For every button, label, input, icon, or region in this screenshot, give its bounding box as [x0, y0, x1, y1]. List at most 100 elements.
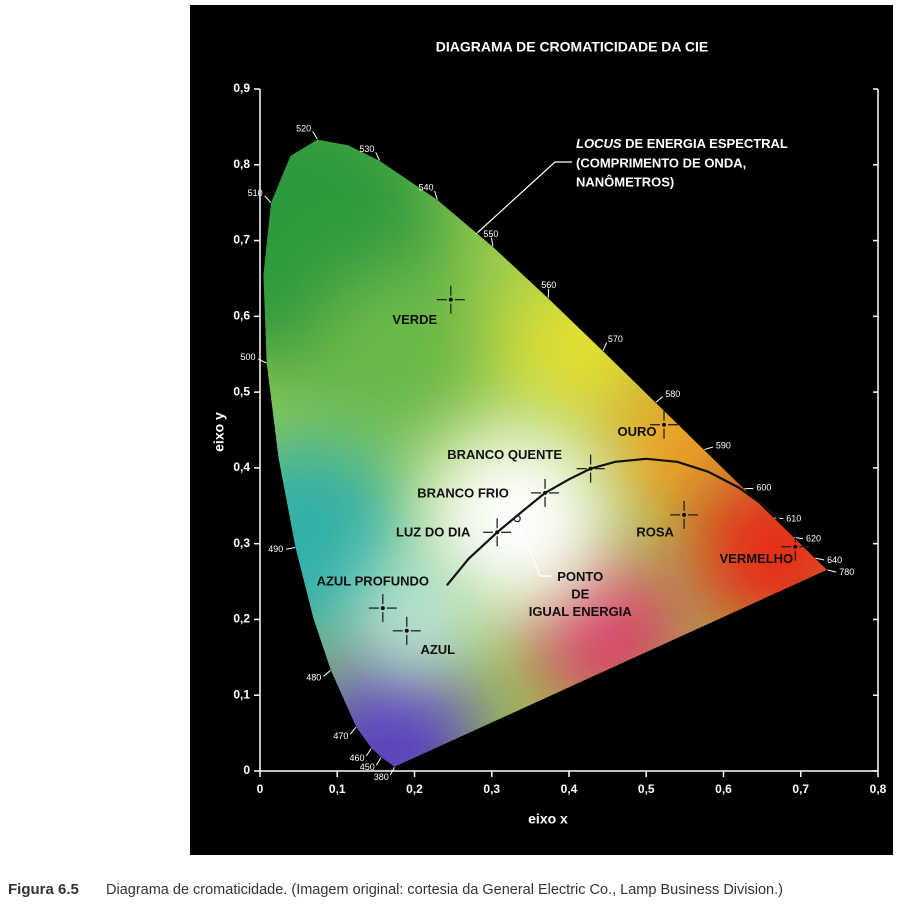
wavelength-label: 520 — [296, 123, 311, 133]
x-axis-label: eixo x — [528, 811, 568, 827]
point-label: AZUL PROFUNDO — [317, 574, 429, 589]
y-tick-label: 0 — [243, 763, 250, 777]
point-leader — [517, 521, 552, 577]
point-dot — [793, 544, 798, 549]
point-dot — [682, 512, 687, 517]
annotation-italic: LOCUS — [576, 136, 622, 151]
wavelength-label: 490 — [268, 544, 283, 554]
x-tick-label: 0 — [257, 782, 264, 796]
chart-title: DIAGRAMA DE CROMATICIDADE DA CIE — [436, 39, 708, 55]
wavelength-tick — [286, 546, 296, 550]
wavelength-label: 480 — [306, 672, 321, 682]
point-label: AZUL — [420, 642, 455, 657]
x-tick-label: 0,6 — [715, 782, 732, 796]
y-tick-label: 0,8 — [233, 157, 250, 171]
x-tick-label: 0,8 — [870, 782, 887, 796]
point-marker — [650, 410, 679, 439]
y-tick-label: 0,7 — [233, 233, 250, 247]
point-marker — [392, 616, 421, 645]
wavelength-tick — [349, 726, 357, 735]
planckian-locus — [446, 457, 781, 586]
y-tick-label: 0,6 — [233, 309, 250, 323]
wavelength-label: 610 — [786, 513, 801, 523]
y-tick-label: 0,1 — [233, 687, 250, 701]
point-label: ROSA — [636, 524, 674, 539]
y-tick-label: 0,9 — [233, 81, 250, 95]
point-marker — [483, 518, 512, 547]
wavelength-tick — [389, 766, 395, 776]
color-blob — [354, 559, 475, 680]
point-dot — [495, 530, 500, 535]
wavelength-label: 560 — [541, 280, 556, 290]
y-tick-label: 0,5 — [233, 384, 250, 398]
wavelength-label: 450 — [360, 762, 375, 772]
point-label: PONTO — [557, 569, 603, 584]
wavelength-tick — [264, 195, 272, 203]
point-dot — [448, 297, 453, 302]
wavelength-label: 620 — [806, 534, 821, 544]
point-dot — [588, 466, 593, 471]
caption-text: Diagrama de cromaticidade. (Imagem origi… — [106, 882, 783, 898]
annotation: LOCUS DE ENERGIA ESPECTRAL — [576, 136, 788, 151]
y-tick-label: 0,4 — [233, 460, 250, 474]
wavelength-label: 540 — [419, 182, 434, 192]
wavelength-label: 380 — [374, 772, 389, 782]
wavelength-tick — [258, 358, 267, 364]
wavelength-label: 460 — [350, 753, 365, 763]
point-label: VERDE — [392, 312, 437, 327]
wavelength-tick — [375, 757, 382, 766]
x-tick-label: 0,1 — [329, 782, 346, 796]
point-label: BRANCO FRIO — [417, 485, 509, 500]
wavelength-tick — [602, 342, 608, 351]
wavelength-label: 510 — [248, 188, 263, 198]
wavelength-tick — [655, 396, 664, 403]
point-label: BRANCO QUENTE — [447, 447, 562, 462]
wavelength-label: 470 — [333, 731, 348, 741]
point-circle — [513, 515, 521, 523]
point-marker — [531, 478, 560, 507]
point-label: IGUAL ENERGIA — [529, 604, 633, 619]
point-marker — [513, 515, 521, 523]
wavelength-label: 600 — [756, 483, 771, 493]
wavelength-tick — [490, 237, 494, 247]
point-dot — [662, 422, 667, 427]
wavelength-label: 530 — [359, 144, 374, 154]
wavelength-tick — [365, 748, 372, 757]
point-dot — [404, 628, 409, 633]
x-tick-label: 0,3 — [483, 782, 500, 796]
x-tick-label: 0,5 — [638, 782, 655, 796]
wavelength-label: 550 — [483, 229, 498, 239]
wavelength-label: 500 — [241, 352, 256, 362]
wavelength-label: 780 — [839, 567, 854, 577]
x-tick-label: 0,2 — [406, 782, 423, 796]
point-label: DE — [571, 587, 589, 602]
caption-label: Figura 6.5 — [8, 881, 79, 898]
point-dot — [380, 606, 385, 611]
wavelength-label: 580 — [665, 389, 680, 399]
point-label: OURO — [618, 424, 657, 439]
color-blob — [301, 650, 482, 768]
y-tick-label: 0,2 — [233, 612, 250, 626]
point-dot — [543, 490, 548, 495]
wavelength-tick — [815, 557, 825, 561]
y-tick-label: 0,3 — [233, 536, 250, 550]
point-marker — [576, 454, 605, 483]
annotation-leader — [475, 161, 572, 235]
x-tick-label: 0,4 — [561, 782, 578, 796]
point-marker — [670, 500, 699, 529]
annotation: NANÔMETROS) — [576, 174, 674, 189]
wavelength-tick — [704, 446, 714, 451]
wavelength-label: 640 — [827, 555, 842, 565]
color-blob — [309, 264, 490, 445]
wavelength-tick — [434, 190, 438, 200]
point-marker — [368, 594, 397, 623]
point-marker — [436, 285, 465, 314]
spectral-locus — [262, 138, 829, 768]
x-tick-label: 0,7 — [792, 782, 809, 796]
wavelength-label: 590 — [716, 441, 731, 451]
wavelength-tick — [375, 151, 380, 161]
annotation: (COMPRIMENTO DE ONDA, — [576, 155, 746, 170]
wavelength-tick — [312, 131, 318, 140]
